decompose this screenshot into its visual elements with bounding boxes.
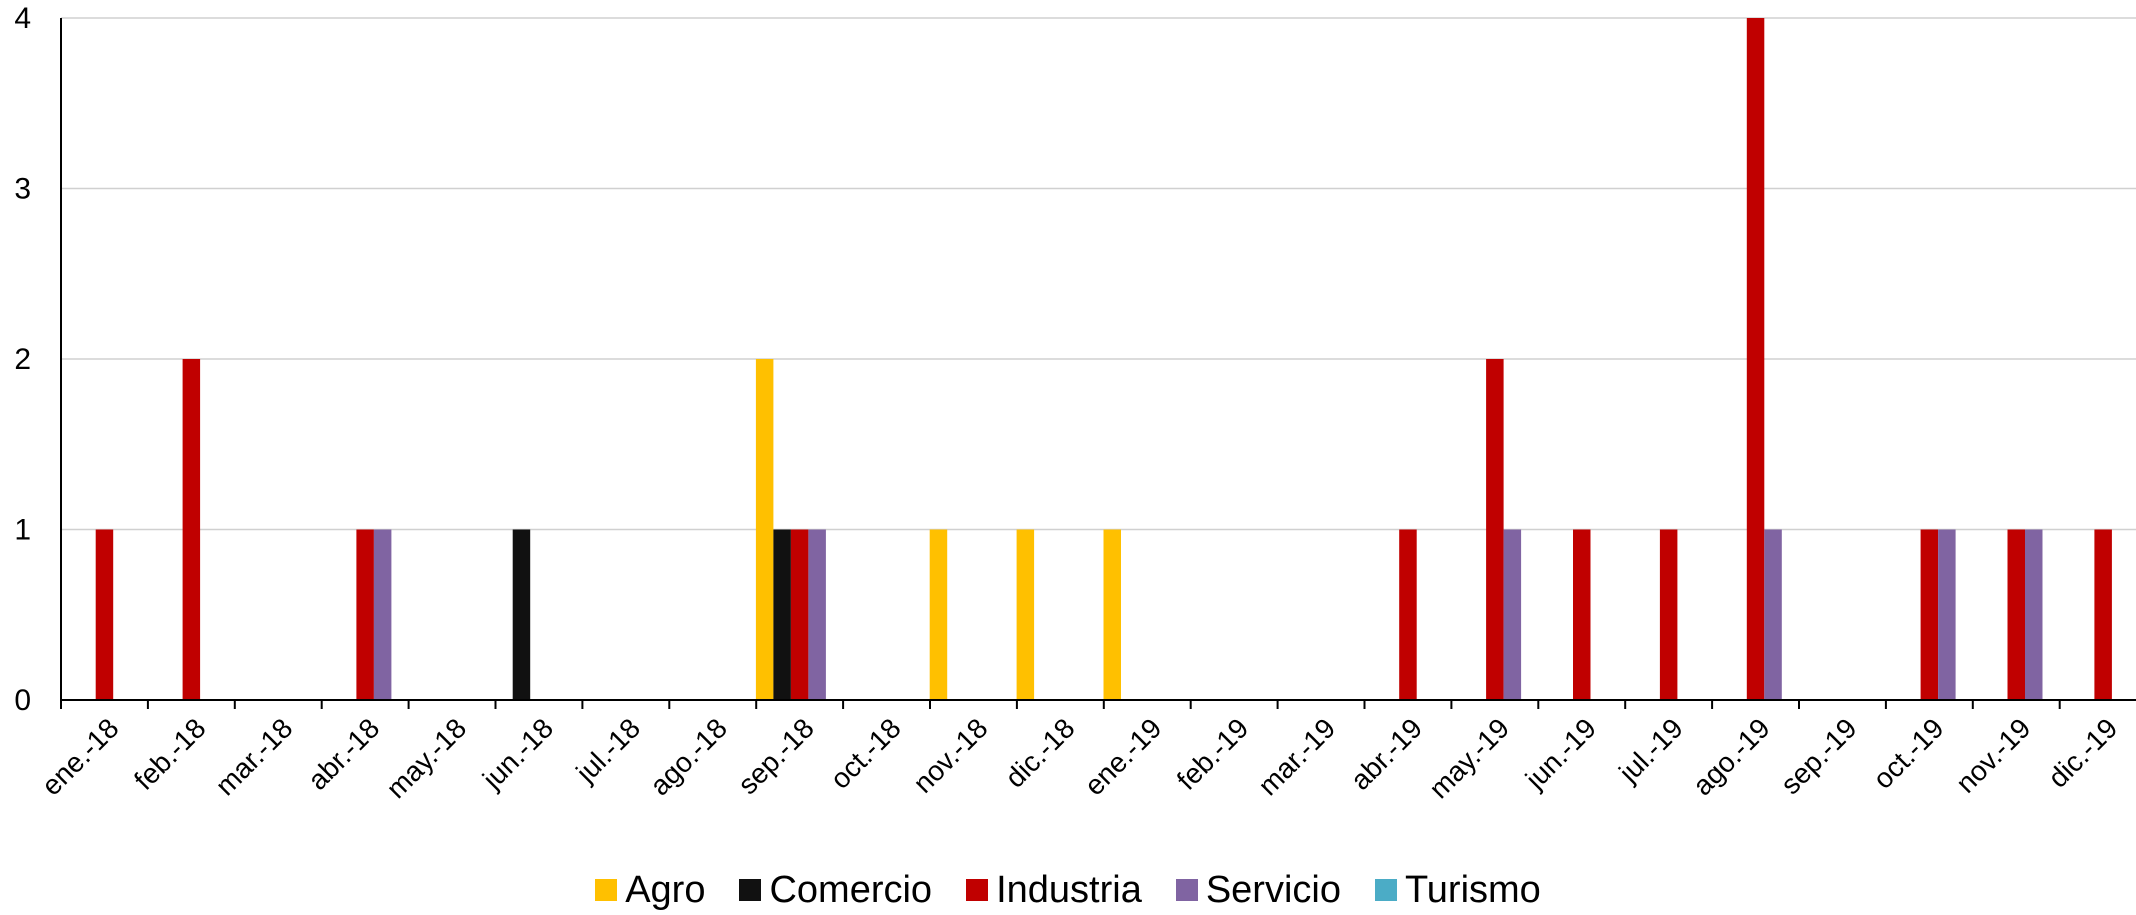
x-tick-label: ene.-18 <box>36 712 125 801</box>
bar-industria-jul.-19 <box>1659 529 1678 700</box>
y-tick-label: 1 <box>14 514 31 547</box>
bar-industria-nov.-19 <box>2007 529 2025 700</box>
x-tick-label: dic.-18 <box>999 712 1080 793</box>
bar-servicio-sep.-18 <box>808 529 826 700</box>
x-tick-label: may.-18 <box>380 712 472 804</box>
bar-industria-sep.-18 <box>790 529 809 700</box>
y-tick-label: 4 <box>14 2 31 35</box>
legend-item-servicio: Servicio <box>1175 869 1341 911</box>
x-tick-label: jul.-19 <box>1612 712 1689 789</box>
x-tick-label: feb.-18 <box>128 712 212 796</box>
x-tick-label: feb.-19 <box>1171 712 1255 796</box>
legend-swatch <box>966 879 989 901</box>
x-tick-label: oct.-19 <box>1867 712 1949 794</box>
x-tick-label: dic.-19 <box>2042 712 2123 793</box>
legend-item-agro: Agro <box>595 871 705 909</box>
bar-industria-ago.-19 <box>1746 18 1765 700</box>
bar-industria-feb.-18 <box>182 359 201 700</box>
legend-swatch <box>595 879 618 901</box>
legend-swatch <box>739 879 762 901</box>
legend-label: Agro <box>625 869 706 911</box>
legend-swatch <box>1175 879 1198 901</box>
x-tick-label: mar.-18 <box>209 712 298 801</box>
bar-industria-abr.-18 <box>356 529 374 700</box>
bar-industria-abr.-19 <box>1399 529 1417 700</box>
legend-item-industria: Industria <box>966 871 1142 909</box>
bar-servicio-ago.-19 <box>1764 529 1782 700</box>
bar-industria-may.-19 <box>1486 359 1504 700</box>
y-tick-label: 0 <box>14 684 31 717</box>
y-tick-label: 3 <box>14 173 31 206</box>
legend-label: Turismo <box>1404 869 1541 911</box>
y-tick-label: 2 <box>14 343 31 376</box>
axes <box>60 18 2136 709</box>
bar-servicio-nov.-19 <box>2025 529 2043 700</box>
x-tick-label: abr.-18 <box>302 712 386 796</box>
grid-lines <box>61 17 2136 531</box>
x-tick-label: jun.-18 <box>476 712 559 795</box>
legend-label: Comercio <box>769 869 933 911</box>
legend-label: Industria <box>996 869 1142 911</box>
y-tick-labels: 0 1 2 3 4 <box>14 2 31 717</box>
x-tick-label: ene.-19 <box>1078 712 1167 801</box>
bar-agro-dic.-18 <box>1016 529 1035 700</box>
x-tick-label: jul.-18 <box>570 712 647 789</box>
x-tick-label: oct.-18 <box>824 712 906 794</box>
bar-servicio-may.-19 <box>1503 529 1522 700</box>
legend-swatch <box>1374 879 1397 901</box>
bar-comercio-jun.-18 <box>512 529 531 700</box>
legend-item-turismo: Turismo <box>1374 869 1541 911</box>
x-tick-label: nov.-19 <box>1950 712 2036 798</box>
legend-item-comercio: Comercio <box>739 871 932 909</box>
bar-servicio-oct.-19 <box>1938 529 1956 700</box>
bar-industria-dic.-19 <box>2094 529 2112 700</box>
x-tick-label: nov.-18 <box>907 712 993 798</box>
x-tick-label: ago.-19 <box>1687 712 1776 801</box>
bar-agro-ene.-19 <box>1103 529 1121 700</box>
bar-comercio-sep.-18 <box>773 529 791 700</box>
legend-label: Servicio <box>1205 869 1341 911</box>
bar-agro-nov.-18 <box>929 529 948 700</box>
x-tick-label: ago.-18 <box>644 712 733 801</box>
bar-industria-ene.-18 <box>95 529 114 700</box>
bar-industria-oct.-19 <box>1920 529 1939 700</box>
bar-servicio-abr.-18 <box>373 529 392 700</box>
x-tick-label: mar.-19 <box>1252 712 1341 801</box>
x-tick-label: may.-19 <box>1423 712 1515 804</box>
x-tick-label: sep.-18 <box>732 712 820 800</box>
x-tick-label: sep.-19 <box>1775 712 1863 800</box>
bar-industria-jun.-19 <box>1573 529 1591 700</box>
x-tick-label: jun.-19 <box>1519 712 1602 795</box>
legend: Agro Comercio Industria Servicio Turismo <box>0 866 2136 914</box>
bar-agro-sep.-18 <box>755 359 774 700</box>
x-tick-label: abr.-19 <box>1345 712 1429 796</box>
bars <box>95 18 2112 700</box>
